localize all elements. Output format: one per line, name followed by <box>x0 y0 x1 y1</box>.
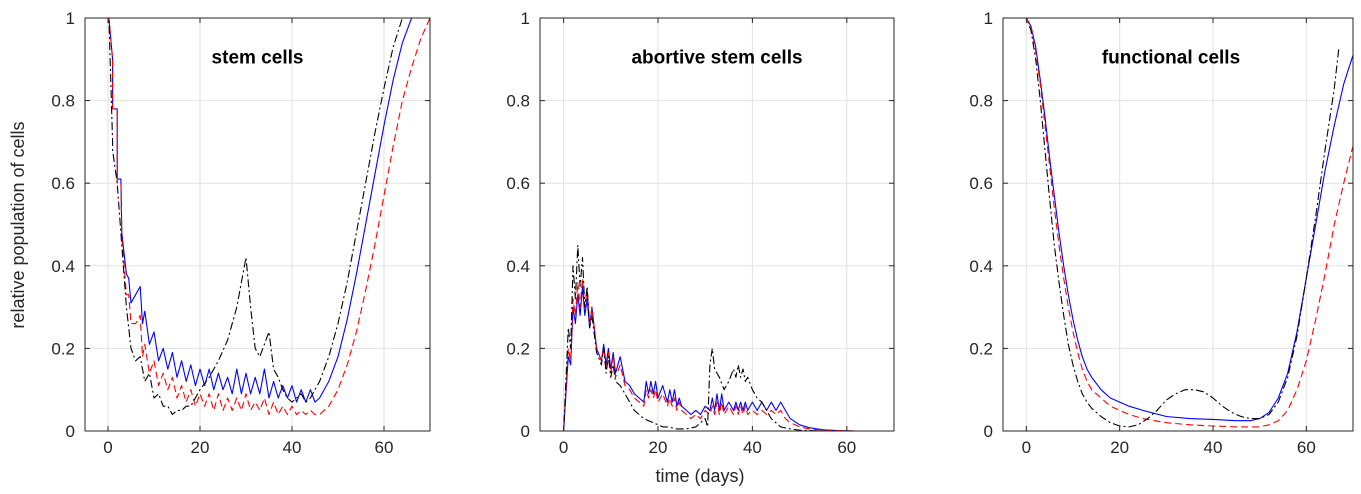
panel-1: 0 20 40 60 0 0.2 0.4 0.6 0.8 1 stem cells <box>51 9 431 457</box>
series-line-black <box>1003 18 1340 428</box>
y-tick-label: 0.2 <box>969 339 993 358</box>
series-line-red <box>540 277 894 431</box>
x-tick-label: 60 <box>837 438 856 457</box>
y-tick-label: 0.4 <box>506 257 530 276</box>
series-line-red <box>85 18 430 416</box>
plot-frame <box>539 17 895 432</box>
series-line-blue <box>85 18 430 403</box>
y-tick-label: 1 <box>66 9 75 28</box>
y-tick-label: 1 <box>984 9 993 28</box>
y-tick-label: 0 <box>66 422 75 441</box>
series-line-black <box>85 18 430 416</box>
series-line-red <box>1003 18 1353 428</box>
x-tick-label: 0 <box>1022 438 1031 457</box>
x-axis-label: time (days) <box>655 466 744 486</box>
y-tick-label: 0.2 <box>51 339 75 358</box>
y-tick-label: 0.8 <box>51 92 75 111</box>
x-tick-label: 40 <box>1204 438 1223 457</box>
y-tick-label: 0.6 <box>969 174 993 193</box>
x-tick-label: 60 <box>1297 438 1316 457</box>
series-line-black <box>540 244 894 431</box>
x-tick-label: 20 <box>649 438 668 457</box>
series-group <box>1003 18 1353 428</box>
y-tick-label: 0.8 <box>506 92 530 111</box>
panel-title: functional cells <box>1102 47 1240 68</box>
plot-frame <box>84 17 431 432</box>
x-tick-label: 60 <box>375 438 394 457</box>
y-tick-label: 0.4 <box>969 257 993 276</box>
panel-2: 0 20 40 60 0 0.2 0.4 0.6 0.8 1 abortive stem cells <box>506 9 895 457</box>
plot-frame <box>1002 17 1354 432</box>
y-tick-label: 0.6 <box>506 174 530 193</box>
series-line-blue <box>540 285 894 431</box>
panel-title: abortive stem cells <box>631 47 802 68</box>
y-tick-label: 0.2 <box>506 339 530 358</box>
x-tick-label: 20 <box>191 438 210 457</box>
y-tick-label: 0.6 <box>51 174 75 193</box>
panel-title: stem cells <box>212 47 304 68</box>
y-tick-label: 0.4 <box>51 257 75 276</box>
y-axis-label: relative population of cells <box>8 121 28 328</box>
x-tick-label: 20 <box>1110 438 1129 457</box>
y-tick-label: 0.8 <box>969 92 993 111</box>
series-group <box>540 244 894 431</box>
x-tick-label: 0 <box>103 438 112 457</box>
y-tick-label: 1 <box>521 9 530 28</box>
panel-3: 0 20 40 60 0 0.2 0.4 0.6 0.8 1 functional cells <box>969 9 1354 457</box>
series-group <box>85 18 430 416</box>
y-tick-label: 0 <box>521 422 530 441</box>
y-tick-label: 0 <box>984 422 993 441</box>
x-tick-label: 0 <box>559 438 568 457</box>
series-line-blue <box>1003 18 1353 422</box>
x-tick-label: 40 <box>283 438 302 457</box>
x-tick-label: 40 <box>743 438 762 457</box>
